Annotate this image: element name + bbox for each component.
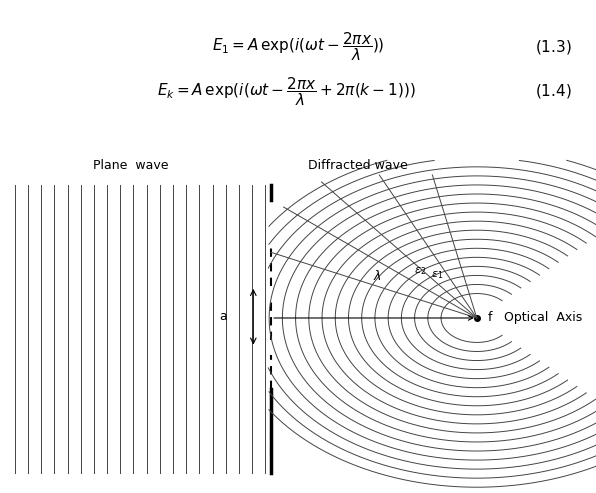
Text: $\varepsilon_1$: $\varepsilon_1$ — [431, 270, 443, 282]
Text: $\varepsilon_2$: $\varepsilon_2$ — [414, 265, 426, 277]
Text: Optical  Axis: Optical Axis — [504, 312, 582, 324]
Text: $E_k = A\,\exp(i(\omega t - \dfrac{2\pi x}{\lambda} + 2\pi(k-1)))$: $E_k = A\,\exp(i(\omega t - \dfrac{2\pi … — [157, 75, 415, 107]
Text: f: f — [488, 312, 492, 324]
Text: Diffracted wave: Diffracted wave — [308, 159, 408, 172]
Text: a: a — [219, 310, 228, 323]
Text: $(1.3)$: $(1.3)$ — [535, 38, 572, 56]
Text: $(1.4)$: $(1.4)$ — [535, 82, 572, 100]
Text: Plane  wave: Plane wave — [94, 159, 169, 172]
Text: $E_1 = A\,\exp(i(\omega t - \dfrac{2\pi x}{\lambda}))$: $E_1 = A\,\exp(i(\omega t - \dfrac{2\pi … — [212, 31, 384, 63]
Text: $\lambda$: $\lambda$ — [373, 269, 381, 282]
